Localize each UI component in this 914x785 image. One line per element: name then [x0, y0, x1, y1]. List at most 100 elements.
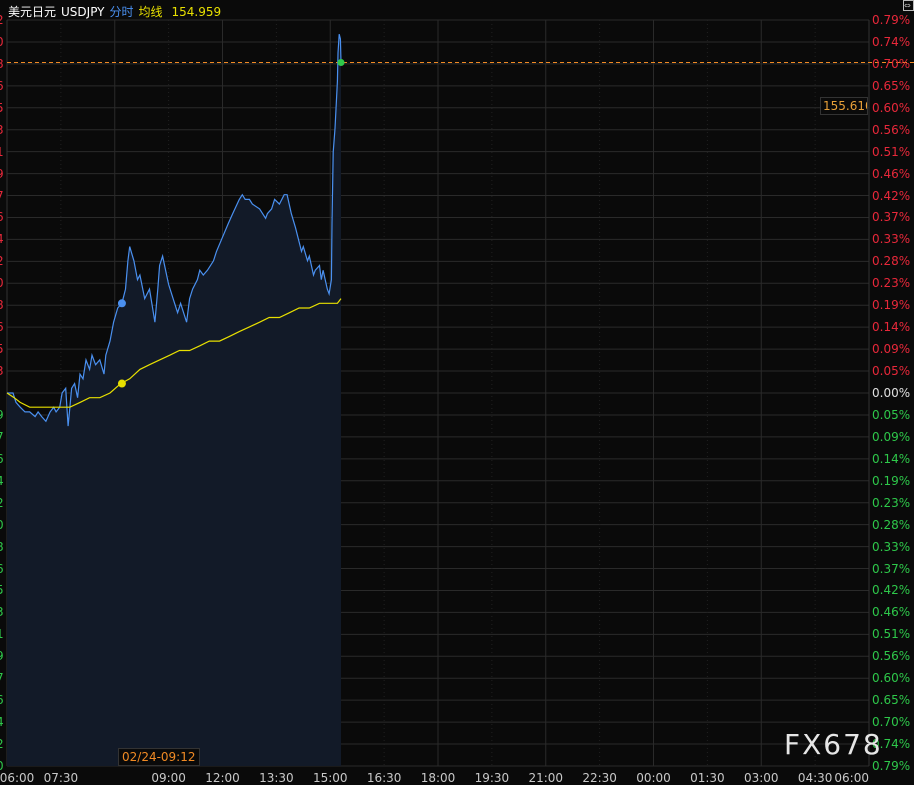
x-tick: 15:00 — [312, 771, 348, 785]
average-crosshair-dot — [117, 379, 126, 388]
mode-label[interactable]: 分时 — [109, 5, 134, 19]
x-tick: 16:30 — [366, 771, 402, 785]
y-tick-right: 0.79% — [872, 759, 911, 773]
y-tick-right: 0.46% — [872, 605, 911, 620]
average-line — [6, 298, 342, 408]
x-tick: 04:30 — [797, 771, 833, 785]
y-tick-left: 5 — [0, 583, 4, 597]
y-tick-right: 0.42% — [872, 583, 911, 598]
y-tick-left: 4 — [0, 474, 4, 488]
x-tick: 13:30 — [259, 771, 294, 785]
y-tick-left: 7 — [0, 671, 4, 685]
y-tick-right: 0.60% — [872, 671, 911, 686]
y-tick-right: 0.56% — [872, 122, 911, 137]
current-price: 154.959 — [171, 5, 222, 19]
y-tick-left: 3 — [0, 123, 4, 137]
y-tick-right: 0.60% — [872, 100, 911, 115]
instrument-symbol: USDJPY — [61, 5, 105, 19]
y-tick-left: 1 — [0, 145, 4, 159]
y-tick-right: 0.46% — [872, 166, 911, 181]
y-tick-right: 0.09% — [872, 342, 911, 357]
y-tick-left: 0 — [0, 759, 4, 773]
y-tick-right: 0.33% — [872, 232, 911, 247]
y-tick-left: 8 — [0, 540, 4, 554]
y-tick-right: 0.19% — [872, 473, 911, 488]
y-tick-left: 6 — [0, 693, 4, 707]
y-tick-left: 9 — [0, 649, 4, 663]
y-tick-right: 0.79% — [872, 13, 911, 27]
y-tick-right: 0.74% — [872, 737, 911, 752]
y-tick-right: 0.23% — [872, 276, 911, 291]
markers-layer — [117, 58, 345, 388]
series-layer — [6, 34, 914, 766]
y-tick-right: 0.51% — [872, 627, 911, 642]
y-tick-right: 0.51% — [872, 144, 911, 159]
y-tick-right: 0.00% — [872, 386, 911, 400]
y-tick-left: 7 — [0, 189, 4, 203]
y-tick-right: 0.14% — [872, 320, 911, 335]
x-tick: 06:00 — [0, 771, 35, 785]
x-tick: 18:00 — [420, 771, 456, 785]
y-tick-right: 0.37% — [872, 210, 911, 225]
expand-icon[interactable]: ⇔ — [903, 0, 914, 11]
x-tick: 09:00 — [151, 771, 186, 785]
price-area-fill — [7, 34, 342, 766]
y-tick-left: 5 — [0, 101, 4, 115]
y-tick-left: 2 — [0, 737, 4, 751]
y-tick-right: 0.65% — [872, 693, 911, 708]
y-tick-right: 0.70% — [872, 715, 911, 730]
x-tick: 00:00 — [636, 771, 671, 785]
y-tick-left: 6 — [0, 452, 4, 466]
y-tick-left: 8 — [0, 298, 4, 312]
y-tick-left: 3 — [0, 364, 4, 378]
y-tick-left: 5 — [0, 342, 4, 356]
x-tick: 19:30 — [474, 771, 510, 785]
x-tick: 12:00 — [205, 771, 240, 785]
y-tick-left: 8 — [0, 57, 4, 71]
y-tick-left: 9 — [0, 408, 4, 422]
y-tick-left: 6 — [0, 210, 4, 224]
x-tick: 01:30 — [690, 771, 725, 785]
y-tick-right: 0.37% — [872, 561, 911, 576]
y-tick-left: 6 — [0, 79, 4, 93]
y-tick-right: 0.28% — [872, 517, 911, 532]
current-price-dot — [337, 58, 345, 66]
y-tick-left: 3 — [0, 605, 4, 619]
watermark-logo: FX678 — [784, 728, 883, 761]
y-tick-right: 0.28% — [872, 254, 911, 269]
y-tick-right: 0.70% — [872, 56, 911, 71]
y-tick-left: 2 — [0, 496, 4, 510]
y-tick-left: 0 — [0, 276, 4, 290]
avg-label: 均线 — [138, 5, 163, 19]
y-tick-right: 0.65% — [872, 78, 911, 93]
y-tick-left: 1 — [0, 627, 4, 641]
y-tick-left: 0 — [0, 518, 4, 532]
y-tick-right: 0.42% — [872, 188, 911, 203]
x-tick: 07:30 — [43, 771, 79, 785]
y-tick-left: 6 — [0, 562, 4, 576]
y-tick-left: 0 — [0, 35, 4, 49]
y-tick-left: 2 — [0, 13, 4, 27]
price-axis-marker: 155.610 — [820, 97, 868, 115]
y-tick-right: 0.09% — [872, 429, 911, 444]
instrument-name: 美元日元 — [8, 5, 57, 19]
y-tick-right: 0.14% — [872, 451, 911, 466]
y-tick-right: 0.74% — [872, 34, 911, 49]
y-tick-left: 2 — [0, 254, 4, 268]
y-tick-right: 0.56% — [872, 649, 911, 664]
y-tick-right: 0.33% — [872, 539, 911, 554]
y-tick-left: 7 — [0, 430, 4, 444]
y-tick-right: 0.23% — [872, 495, 911, 510]
y-tick-left: 4 — [0, 232, 4, 246]
chart-header: 美元日元 USDJPY 分时 均线 154.959 — [8, 3, 226, 20]
y-tick-right: 0.05% — [872, 364, 911, 379]
y-tick-left: 4 — [0, 715, 4, 729]
price-crosshair-dot — [117, 299, 126, 308]
y-tick-right: 0.05% — [872, 407, 911, 422]
y-tick-left: 9 — [0, 167, 4, 181]
y-tick-left: 6 — [0, 320, 4, 334]
price-line — [7, 34, 342, 427]
y-tick-right: 0.19% — [872, 298, 911, 313]
x-tick: 22:30 — [582, 771, 617, 785]
